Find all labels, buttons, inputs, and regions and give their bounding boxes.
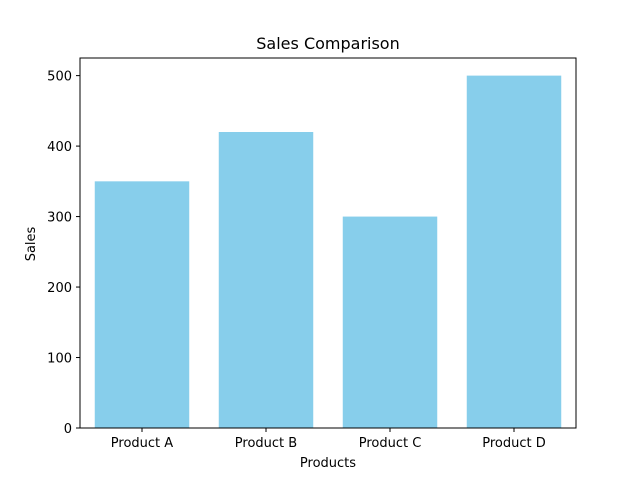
y-axis-ticks: 0 100 200 300 400 500 [47, 70, 80, 437]
y-tick-label: 300 [47, 211, 72, 226]
y-tick-label: 400 [47, 140, 72, 155]
chart-title: Sales Comparison [256, 34, 399, 53]
x-tick-label: Product D [482, 436, 546, 451]
y-tick-label: 500 [47, 70, 72, 85]
bar-product-d [466, 75, 562, 428]
bar-product-b [218, 132, 314, 428]
plot-area-frame [79, 57, 577, 429]
x-axis-ticks: Product A Product B Product C Product D [111, 428, 546, 451]
x-tick-label: Product A [111, 436, 173, 451]
bars-layer [94, 75, 562, 428]
bar-product-a [94, 181, 190, 428]
y-tick-label: 100 [47, 352, 72, 367]
y-axis-label: Sales [24, 226, 39, 261]
y-tick-label: 200 [47, 281, 72, 296]
x-axis-label: Products [300, 456, 356, 471]
y-tick-label: 0 [64, 422, 72, 437]
x-tick-label: Product B [235, 436, 297, 451]
bar-product-c [342, 216, 438, 428]
x-tick-label: Product C [359, 436, 422, 451]
